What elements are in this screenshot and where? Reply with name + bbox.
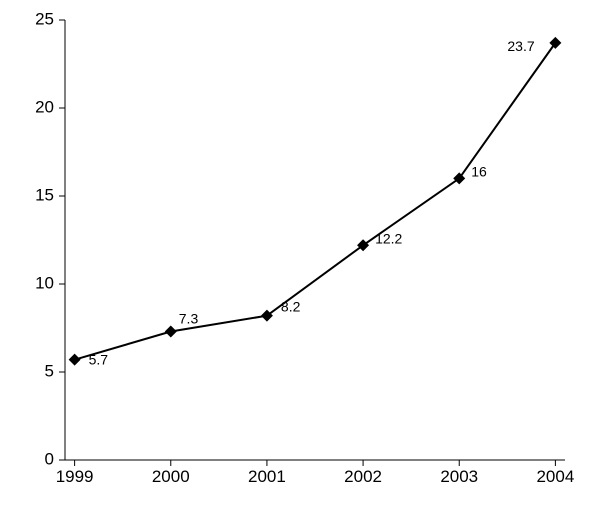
data-label: 7.3 <box>179 311 199 327</box>
chart-bg <box>0 0 600 512</box>
y-tick-label: 5 <box>45 361 54 380</box>
x-tick-label: 2003 <box>440 467 478 486</box>
y-tick-label: 15 <box>35 185 54 204</box>
data-label: 16 <box>471 163 487 179</box>
y-tick-label: 0 <box>45 449 54 468</box>
y-tick-label: 20 <box>35 97 54 116</box>
data-label: 12.2 <box>375 230 402 246</box>
x-tick-label: 2001 <box>248 467 286 486</box>
chart-svg: 0 5 10 15 20 25 1999 2000 2001 2002 2003 2004 5.7 7.3… <box>0 0 600 512</box>
x-tick-label: 2000 <box>152 467 190 486</box>
y-tick-label: 25 <box>35 9 54 28</box>
y-tick-label: 10 <box>35 273 54 292</box>
x-tick-label: 1999 <box>56 467 94 486</box>
data-label: 23.7 <box>507 38 534 54</box>
line-chart: 0 5 10 15 20 25 1999 2000 2001 2002 2003 2004 5.7 7.3… <box>0 0 600 512</box>
x-tick-label: 2004 <box>536 467 574 486</box>
x-tick-label: 2002 <box>344 467 382 486</box>
data-label: 8.2 <box>281 299 301 315</box>
data-label: 5.7 <box>89 352 109 368</box>
